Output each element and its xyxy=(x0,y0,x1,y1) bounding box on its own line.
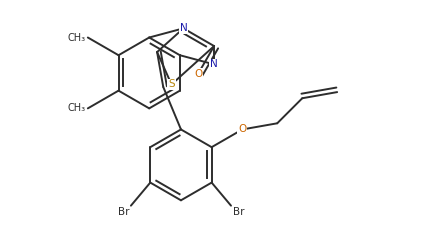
Text: N: N xyxy=(179,23,187,33)
Text: Br: Br xyxy=(118,207,129,217)
Text: N: N xyxy=(210,59,218,69)
Text: O: O xyxy=(194,69,202,79)
Text: S: S xyxy=(168,79,175,89)
Text: CH₃: CH₃ xyxy=(67,33,85,43)
Text: Br: Br xyxy=(233,207,244,217)
Text: O: O xyxy=(238,124,246,135)
Text: CH₃: CH₃ xyxy=(67,103,85,113)
